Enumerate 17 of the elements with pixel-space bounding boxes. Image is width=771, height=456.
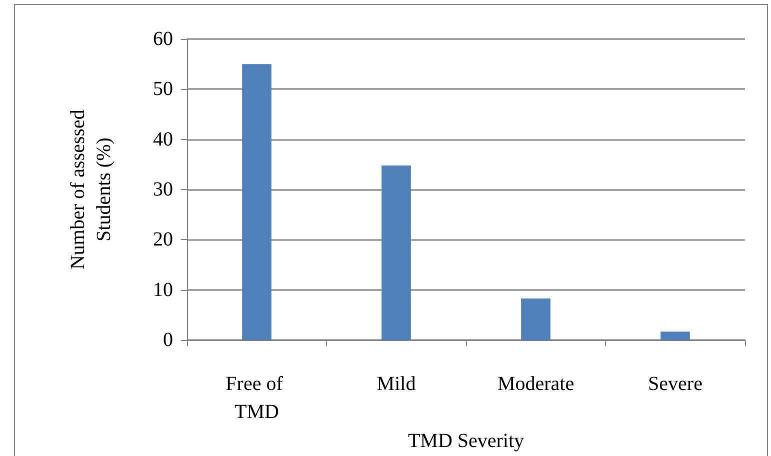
y-tick-label: 40 bbox=[153, 128, 173, 150]
y-axis-title: Number of assessed Students (%) bbox=[67, 110, 115, 270]
x-tick-label: Free of TMD bbox=[226, 373, 288, 424]
x-tick-label: Mild bbox=[376, 373, 416, 396]
y-tick-label: 10 bbox=[153, 278, 173, 301]
x-axis-title: TMD Severity bbox=[408, 430, 524, 452]
y-tick-label: 0 bbox=[163, 329, 173, 352]
y-tick-label: 50 bbox=[153, 78, 173, 100]
bar bbox=[382, 165, 411, 340]
bar bbox=[521, 298, 550, 340]
x-tick-label: Moderate bbox=[497, 373, 574, 396]
bar bbox=[660, 332, 690, 340]
y-tick-label: 20 bbox=[153, 228, 173, 251]
y-tick-label: 30 bbox=[153, 178, 173, 201]
y-tick-label: 60 bbox=[153, 28, 173, 50]
x-tick-label: Severe bbox=[648, 373, 703, 396]
bar bbox=[242, 64, 272, 340]
